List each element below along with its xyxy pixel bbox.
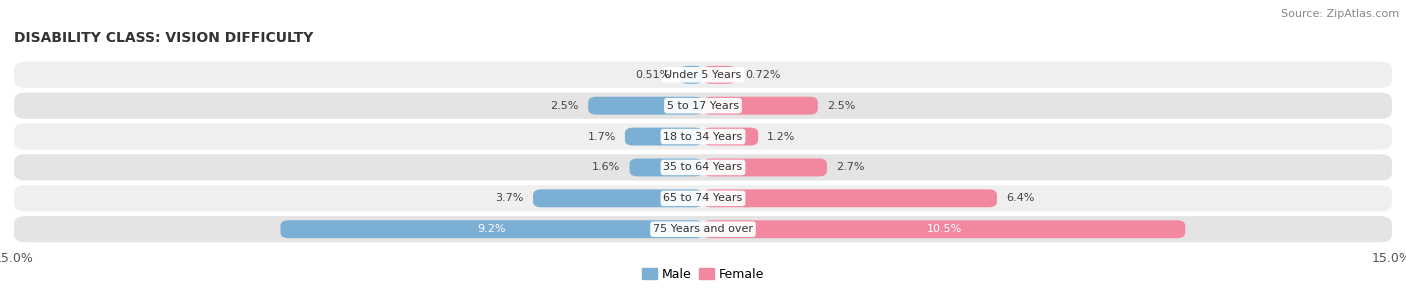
FancyBboxPatch shape <box>624 128 703 146</box>
Text: 75 Years and over: 75 Years and over <box>652 224 754 234</box>
FancyBboxPatch shape <box>703 220 1185 238</box>
FancyBboxPatch shape <box>14 92 1392 119</box>
Text: 0.51%: 0.51% <box>636 70 671 80</box>
FancyBboxPatch shape <box>679 66 703 84</box>
Text: Source: ZipAtlas.com: Source: ZipAtlas.com <box>1281 9 1399 19</box>
Text: 2.5%: 2.5% <box>827 101 855 111</box>
Text: 10.5%: 10.5% <box>927 224 962 234</box>
Text: DISABILITY CLASS: VISION DIFFICULTY: DISABILITY CLASS: VISION DIFFICULTY <box>14 31 314 46</box>
FancyBboxPatch shape <box>14 62 1392 88</box>
FancyBboxPatch shape <box>533 189 703 207</box>
FancyBboxPatch shape <box>703 97 818 115</box>
FancyBboxPatch shape <box>588 97 703 115</box>
FancyBboxPatch shape <box>14 154 1392 181</box>
Text: 2.7%: 2.7% <box>837 162 865 172</box>
Text: 5 to 17 Years: 5 to 17 Years <box>666 101 740 111</box>
Text: 1.7%: 1.7% <box>588 132 616 142</box>
Text: 1.2%: 1.2% <box>768 132 796 142</box>
Text: 65 to 74 Years: 65 to 74 Years <box>664 193 742 203</box>
Text: 1.6%: 1.6% <box>592 162 620 172</box>
FancyBboxPatch shape <box>14 123 1392 150</box>
FancyBboxPatch shape <box>14 216 1392 242</box>
Legend: Male, Female: Male, Female <box>637 263 769 286</box>
Text: 18 to 34 Years: 18 to 34 Years <box>664 132 742 142</box>
Text: 3.7%: 3.7% <box>495 193 524 203</box>
FancyBboxPatch shape <box>14 185 1392 212</box>
FancyBboxPatch shape <box>703 158 827 176</box>
FancyBboxPatch shape <box>630 158 703 176</box>
FancyBboxPatch shape <box>703 66 737 84</box>
Text: 35 to 64 Years: 35 to 64 Years <box>664 162 742 172</box>
Text: Under 5 Years: Under 5 Years <box>665 70 741 80</box>
FancyBboxPatch shape <box>703 128 758 146</box>
Text: 0.72%: 0.72% <box>745 70 780 80</box>
Text: 2.5%: 2.5% <box>551 101 579 111</box>
Text: 9.2%: 9.2% <box>478 224 506 234</box>
Text: 6.4%: 6.4% <box>1007 193 1035 203</box>
FancyBboxPatch shape <box>280 220 703 238</box>
FancyBboxPatch shape <box>703 189 997 207</box>
